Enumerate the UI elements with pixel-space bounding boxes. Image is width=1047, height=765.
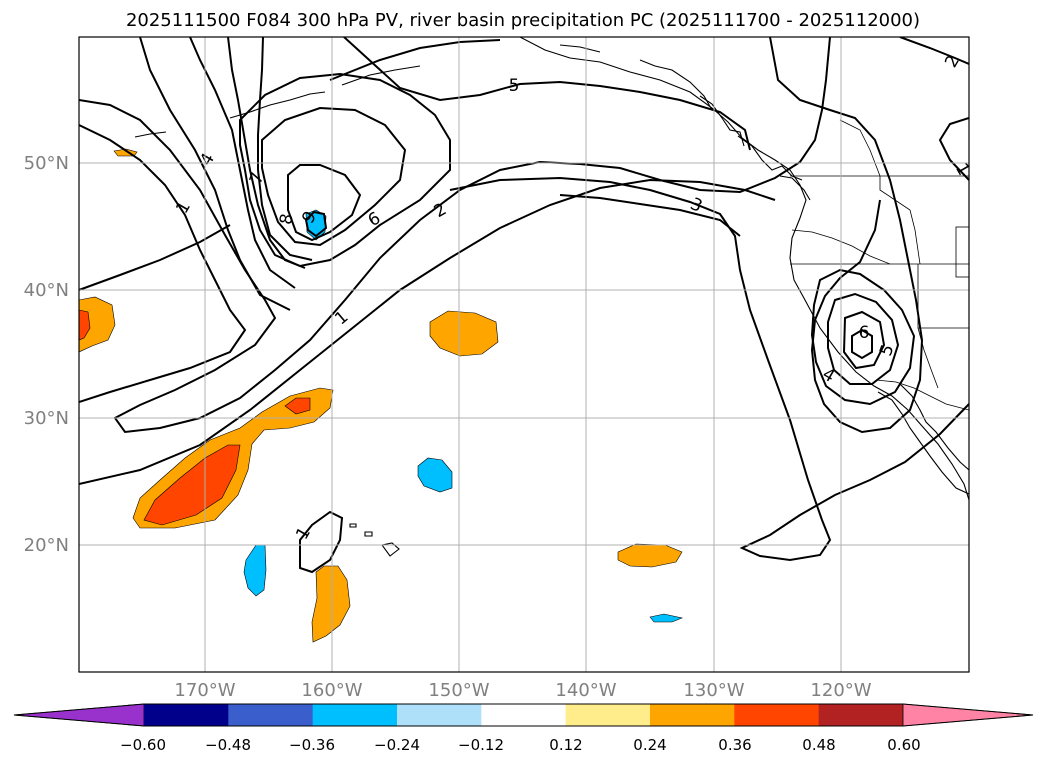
colorbar-tick-label: −0.24 xyxy=(374,736,420,754)
precip-positive-region xyxy=(429,310,499,357)
colorbar-segments xyxy=(13,703,1034,727)
lon-label: 170°W xyxy=(174,680,235,701)
lat-label: 50°N xyxy=(24,153,69,174)
precip-strong-positive-region xyxy=(143,444,241,526)
colorbar-tick-label: 0.48 xyxy=(802,736,835,754)
colorbar-tick-label: −0.36 xyxy=(289,736,335,754)
colorbar-tick-label: −0.48 xyxy=(205,736,251,754)
colorbar: −0.60 −0.48 −0.36 −0.24 −0.12 0.12 0.24 … xyxy=(13,703,1034,754)
colorbar-outline xyxy=(13,703,1034,727)
lon-label: 130°W xyxy=(683,680,744,701)
graticule xyxy=(79,37,969,672)
map-panel: 1 4 7 8 9 6 5 2 3 1 6 5 4 1 2 1 xyxy=(78,36,970,673)
colorbar-tick-label: 0.60 xyxy=(887,736,920,754)
colorbar-segment xyxy=(565,704,651,726)
colorbar-segment xyxy=(312,704,398,726)
contour-label: 8 xyxy=(276,212,298,226)
contour-label: 6 xyxy=(859,323,870,343)
lat-label: 30°N xyxy=(24,408,69,429)
colorbar-tick-label: 0.12 xyxy=(549,736,582,754)
colorbar-ticks: −0.60 −0.48 −0.36 −0.24 −0.12 0.12 0.24 … xyxy=(120,736,921,754)
precip-positive-region xyxy=(79,296,116,353)
colorbar-segment xyxy=(228,704,314,726)
precip-negative-region xyxy=(417,457,453,493)
colorbar-segment xyxy=(144,704,229,726)
precipitation-shading xyxy=(79,148,684,643)
precip-negative-region xyxy=(649,613,684,623)
precip-strong-positive-region xyxy=(79,309,91,341)
colorbar-extend-max xyxy=(902,703,1034,727)
colorbar-tick-label: 0.24 xyxy=(633,736,666,754)
lon-label: 120°W xyxy=(810,680,871,701)
map-frame xyxy=(78,36,970,673)
colorbar-extend-min xyxy=(13,703,145,727)
precip-strong-positive-region xyxy=(284,397,311,415)
map-background xyxy=(79,37,969,672)
contour-label: 5 xyxy=(509,76,520,96)
lat-label: 20°N xyxy=(24,535,69,556)
pv-contours xyxy=(79,37,969,574)
latitude-labels: 50°N 40°N 30°N 20°N xyxy=(24,153,69,556)
political-borders xyxy=(790,119,969,411)
colorbar-tick-label: −0.60 xyxy=(120,736,166,754)
colorbar-tick-label: 0.36 xyxy=(718,736,751,754)
colorbar-tick-label: −0.12 xyxy=(458,736,504,754)
figure-title: 2025111500 F084 300 hPa PV, river basin … xyxy=(126,10,920,31)
precip-positive-region xyxy=(617,543,683,568)
longitude-labels: 170°W 160°W 150°W 140°W 130°W 120°W xyxy=(174,680,871,701)
lon-label: 150°W xyxy=(428,680,489,701)
colorbar-segment xyxy=(734,704,820,726)
colorbar-segment xyxy=(481,704,567,726)
precip-positive-region xyxy=(311,565,351,643)
lat-label: 40°N xyxy=(24,280,69,301)
lon-label: 160°W xyxy=(301,680,362,701)
colorbar-segment xyxy=(818,704,904,726)
colorbar-segment xyxy=(650,704,735,726)
colorbar-segment xyxy=(397,704,482,726)
lon-label: 140°W xyxy=(555,680,616,701)
